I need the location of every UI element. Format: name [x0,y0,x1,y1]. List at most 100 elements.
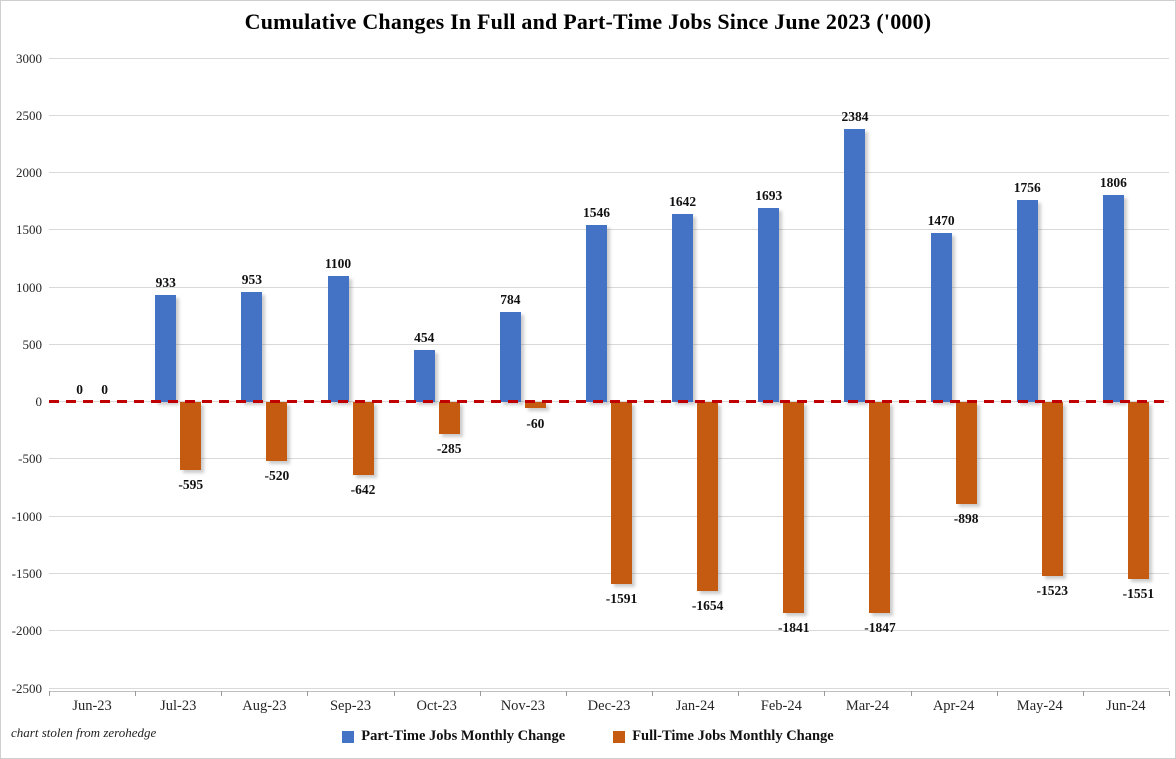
x-tick-label: Jun-24 [1106,698,1146,714]
full-time-bar [1127,401,1149,580]
bar-value-label: 1546 [583,204,610,220]
x-tick-label: Dec-23 [587,698,631,714]
gridline [49,286,1169,288]
bar-value-label: 1693 [755,187,783,203]
footnote-text: chart stolen from zerohedge [11,725,157,740]
x-tick-mark [1169,691,1170,696]
legend-swatch-icon [613,730,626,743]
x-tick-mark [1082,691,1084,696]
bar-value-label: -1523 [1036,583,1069,599]
bar-value-label: -520 [264,468,290,484]
full-time-bar [180,401,202,470]
bar-value-label: 0 [76,381,83,397]
x-tick-mark [910,691,912,696]
x-tick-mark [565,691,567,696]
part-time-bar [758,207,780,402]
full-time-bar [352,401,374,476]
x-tick-label: Mar-24 [845,698,890,714]
x-tick-mark [824,691,826,696]
x-tick-label: Nov-23 [500,698,545,714]
x-axis-line [49,691,1169,692]
x-tick-label: Oct-23 [416,698,457,714]
y-tick-label: 0 [35,394,43,410]
bar-value-label: 1470 [927,213,955,229]
x-tick-label: Jan-24 [675,698,715,714]
bar-value-label: 0 [101,381,108,397]
part-time-bar [1016,200,1038,402]
bar-value-label: -898 [953,511,979,527]
y-tick-label: 2000 [16,165,42,181]
bar-value-label: -60 [526,415,545,431]
x-tick-label: Apr-24 [932,698,975,714]
y-tick-label: 500 [22,336,43,352]
y-tick-label: 2500 [16,107,42,123]
x-tick-label: Sep-23 [329,698,372,714]
part-time-bar [155,294,177,402]
bar-value-label: -1654 [691,598,724,614]
y-tick-label: -1000 [11,508,42,524]
y-tick-label: -1500 [11,565,42,581]
part-time-bar [844,128,866,402]
part-time-bar [241,292,263,402]
gridline [49,172,1169,174]
full-time-bar [611,401,632,584]
bar-value-label: 953 [241,272,262,288]
x-tick-label: May-24 [1016,698,1063,714]
bar-value-label: -595 [178,476,204,492]
x-tick-label: Feb-24 [760,698,802,714]
bar-value-label: -285 [436,441,462,457]
bar-value-label: -642 [350,482,376,498]
x-tick-label: Jun-23 [72,698,112,714]
gridline [49,114,1169,116]
bar-value-label: 933 [155,274,176,290]
full-time-bar [438,401,460,435]
full-time-bar [869,401,891,614]
y-tick-label: -2000 [11,623,42,639]
gridline [49,343,1169,345]
full-time-bar [697,401,719,592]
y-tick-label: -500 [18,451,42,467]
gridline [49,229,1169,231]
y-tick-label: 1000 [16,279,42,295]
bar-value-label: 784 [500,291,521,307]
gridline [49,57,1169,59]
part-time-bar [672,213,694,402]
full-time-bar [1041,401,1063,577]
legend-item: Part-Time Jobs Monthly Change [342,728,565,745]
part-time-bar [586,224,607,402]
x-tick-label: Jul-23 [160,698,197,714]
y-tick-label: 3000 [16,50,42,66]
bar-value-label: 1100 [324,255,352,271]
chart-title: Cumulative Changes In Full and Part-Time… [244,9,932,34]
gridline [49,687,1169,689]
x-tick-mark [738,691,740,696]
zero-dashed-line [49,400,1169,404]
bar-value-label: -1591 [605,590,638,606]
x-tick-label: Aug-23 [242,698,287,714]
part-time-bar [499,311,521,402]
bar-value-label: -1841 [778,619,810,635]
legend-label: Part-Time Jobs Monthly Change [361,728,566,744]
gridline [49,630,1169,632]
legend-label: Full-Time Jobs Monthly Change [632,728,834,744]
part-time-bar [930,233,952,402]
bar-value-label: -1847 [864,620,896,636]
full-time-bar [524,401,546,409]
y-tick-label: -2500 [11,680,42,696]
full-time-bar [783,401,805,613]
full-time-bar [955,401,977,505]
full-time-bar [266,401,288,462]
gridline [49,515,1169,517]
legend-item: Full-Time Jobs Monthly Change [613,728,834,745]
x-tick-mark [652,691,654,696]
x-tick-mark [479,691,481,696]
bar-value-label: 454 [414,329,435,345]
legend-swatch-icon [342,730,355,743]
x-tick-mark [393,691,395,696]
bar-value-label: 1806 [1099,174,1127,190]
plot-area: 0 0 933 -595 953 -520 1100 -642 454 -285 784 -60 154… [49,57,1169,689]
bar-value-label: 1642 [669,193,697,209]
bar-value-label: -1551 [1122,586,1155,602]
x-tick-mark [307,691,309,696]
